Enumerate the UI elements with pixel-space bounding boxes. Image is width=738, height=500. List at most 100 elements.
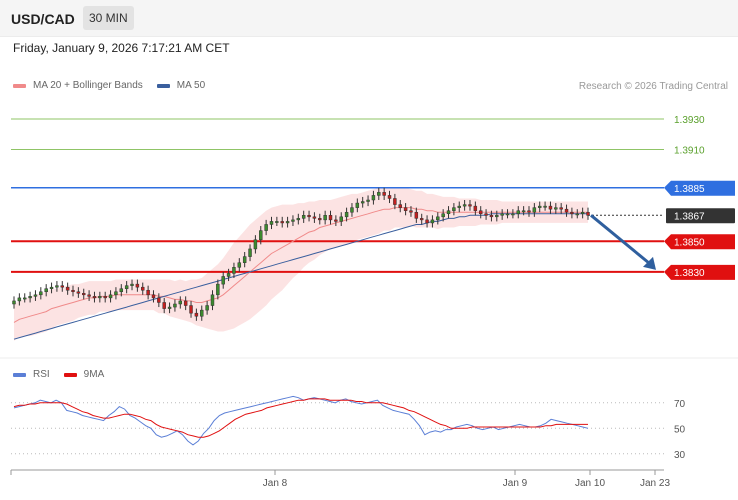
candle-body [151, 294, 156, 299]
candle-body [157, 297, 161, 303]
rsi-tick-70: 70 [674, 399, 686, 410]
candle-body [344, 211, 349, 218]
level-label-1.3850: 1.3850 [674, 237, 705, 248]
price-legend: MA 20 + Bollinger Bands MA 50 [13, 80, 219, 91]
level-label-1.3867: 1.3867 [674, 211, 705, 222]
candle-body [82, 293, 86, 296]
support-tag-1.3830 [664, 264, 735, 280]
candle [312, 212, 317, 223]
candle [516, 206, 520, 219]
candle [130, 279, 134, 291]
candle [259, 226, 263, 245]
candle [489, 210, 494, 222]
candle [377, 187, 381, 200]
candle [33, 290, 38, 301]
candle-body [489, 215, 494, 218]
rsi-swatch [13, 372, 26, 377]
candle [280, 216, 284, 228]
candle-body [382, 192, 386, 196]
candle [226, 268, 231, 282]
candle [414, 207, 419, 223]
candle [393, 193, 397, 210]
candle [124, 281, 129, 294]
candle-body [457, 205, 461, 208]
candle-body [114, 291, 118, 296]
candle [543, 201, 547, 211]
candle-body [537, 205, 542, 208]
candle [92, 291, 97, 303]
candle-body [200, 309, 204, 317]
candle [23, 293, 27, 303]
candle [500, 209, 504, 220]
candle [328, 210, 333, 225]
candle-body [452, 207, 456, 211]
candle-body [511, 213, 515, 216]
candle [430, 215, 435, 228]
candle [162, 297, 166, 314]
candle-body [103, 296, 107, 299]
candle [28, 291, 32, 303]
candle-body [65, 286, 70, 291]
candle [291, 215, 295, 226]
candle-body [473, 205, 478, 211]
candle-body [339, 216, 343, 222]
candle-body [570, 211, 574, 215]
candle [532, 203, 537, 217]
candle-body [296, 218, 301, 221]
level-label-1.3885: 1.3885 [674, 184, 705, 195]
candle-body [237, 262, 242, 268]
candle-body [350, 207, 354, 213]
candle-body [194, 312, 199, 317]
candle-body [500, 213, 504, 216]
candle-body [586, 211, 590, 216]
candle [248, 244, 252, 262]
candle-body [377, 192, 381, 196]
candle [157, 293, 161, 308]
candle-body [312, 216, 317, 219]
time-label-Jan-23: Jan 23 [640, 478, 670, 489]
candle-body [146, 289, 150, 296]
candle-body [575, 213, 579, 216]
candle [87, 290, 91, 301]
candle [495, 210, 499, 222]
candle [441, 209, 445, 222]
legend-item-ma20: MA 20 + Bollinger Bands [13, 80, 143, 91]
candle-body [28, 296, 32, 299]
candle-body [17, 297, 22, 302]
candle [398, 200, 402, 213]
candle [103, 291, 107, 303]
candle [360, 196, 365, 208]
candle-body [521, 210, 526, 213]
candle-body [495, 215, 499, 218]
candle-body [548, 205, 553, 210]
candle-body [264, 224, 268, 231]
candle [12, 296, 16, 309]
candle-body [580, 211, 585, 215]
candle [355, 198, 360, 213]
candle [344, 207, 349, 222]
timeframe-button[interactable]: 30 MIN [83, 6, 134, 30]
candle [554, 203, 558, 214]
legend-item-9ma: 9MA [63, 369, 104, 380]
candle-body [119, 288, 124, 293]
candle-body [71, 289, 75, 293]
candle [205, 300, 209, 315]
candle-body [323, 215, 327, 221]
candle [114, 287, 118, 300]
candle [178, 296, 183, 309]
support-tag-1.3850 [664, 234, 735, 250]
candle [119, 284, 124, 297]
candle-body [543, 205, 547, 208]
rsi-ma-swatch [63, 372, 77, 377]
copyright-credit: Research © 2026 Trading Central [578, 81, 728, 92]
candle-body [87, 294, 91, 297]
candle-body [44, 288, 48, 293]
candle [511, 209, 515, 219]
candle [237, 258, 242, 272]
rsi-ma-line [13, 398, 588, 438]
candle-body [516, 210, 520, 215]
candle-body [387, 195, 392, 199]
candle [82, 288, 86, 300]
candle-body [216, 283, 220, 296]
